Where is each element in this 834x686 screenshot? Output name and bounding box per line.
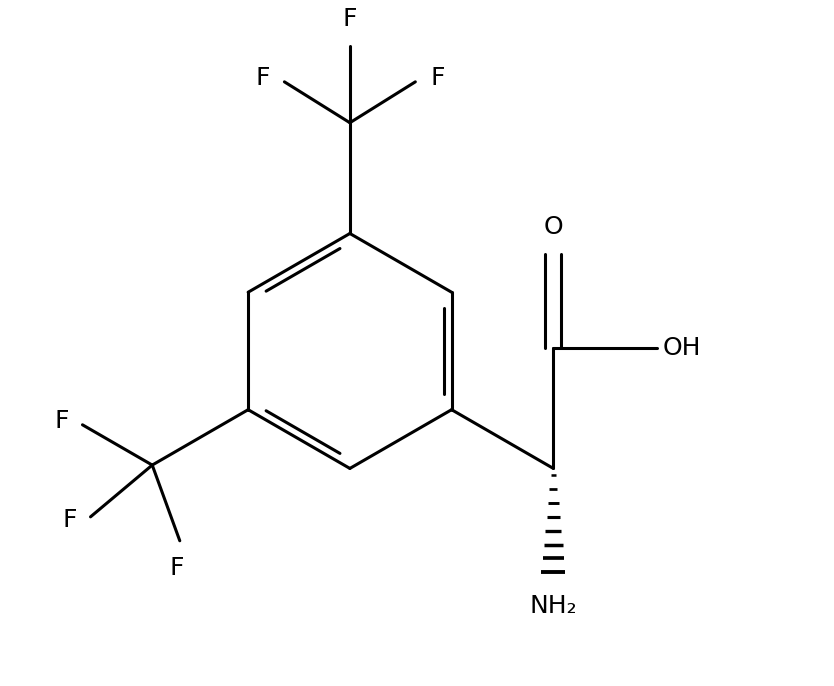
Text: F: F: [63, 508, 77, 532]
Text: F: F: [54, 410, 69, 434]
Text: O: O: [544, 215, 563, 239]
Text: NH₂: NH₂: [530, 594, 577, 618]
Text: F: F: [343, 7, 357, 31]
Text: F: F: [430, 67, 445, 91]
Text: OH: OH: [663, 335, 701, 359]
Text: F: F: [255, 67, 269, 91]
Text: F: F: [169, 556, 183, 580]
